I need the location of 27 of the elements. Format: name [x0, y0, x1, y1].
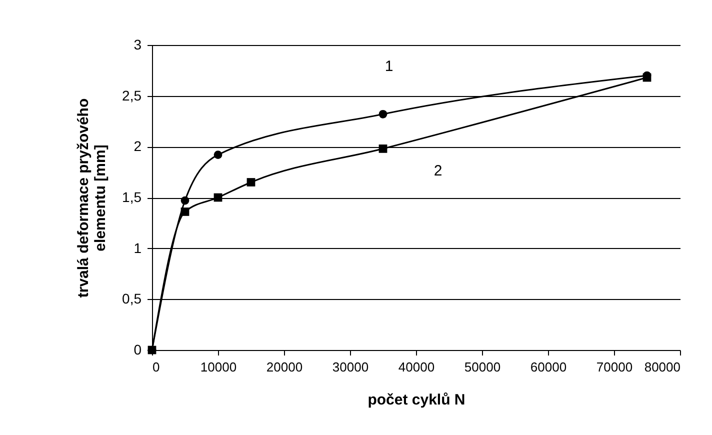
x-tick-label: 50000	[464, 360, 501, 374]
point	[214, 193, 222, 202]
y-tick-label: 0,5	[122, 290, 142, 307]
x-tick-label: 80000	[644, 360, 680, 374]
text: 1	[384, 58, 394, 76]
x-tick-label: 60000	[530, 360, 567, 374]
x-tick-label: 40000	[398, 360, 435, 374]
point	[180, 196, 190, 205]
point	[214, 150, 222, 159]
x-axis-title: počet cyklů N	[368, 392, 466, 408]
x-tick-label: 0	[152, 360, 160, 374]
x-tick-label: 70000	[596, 360, 633, 374]
y-tick-label: 1,5	[122, 189, 142, 205]
y-tick-label: 2,5	[122, 87, 142, 104]
point	[180, 208, 190, 216]
y-tick-label: 0	[134, 342, 142, 358]
y-axis-title: trvalá deformace pryžového elementu [mm]	[75, 98, 110, 298]
y-tick-label: 3	[134, 36, 142, 52]
x-tick-label: 30000	[332, 360, 369, 374]
point	[378, 110, 388, 118]
point	[378, 144, 388, 153]
series-label: 2	[434, 162, 442, 180]
point	[246, 178, 256, 186]
y-tick-label: 2	[134, 138, 142, 154]
x-tick-label: 20000	[266, 360, 303, 374]
y-tick-label: 1	[134, 240, 142, 256]
x-tick-label: 10000	[200, 360, 237, 374]
